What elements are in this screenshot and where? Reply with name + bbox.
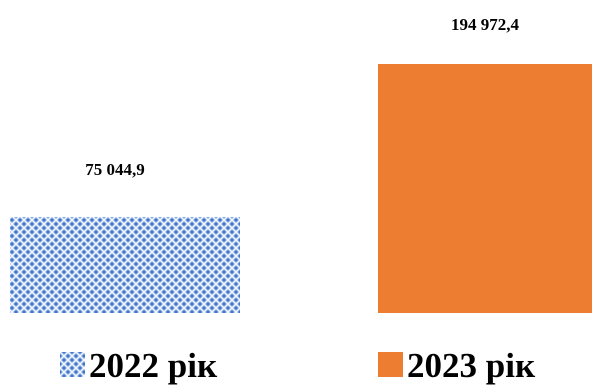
legend-label-2022: 2022 рік (89, 346, 218, 385)
legend-swatch-2022 (60, 352, 85, 377)
bars-layer (10, 64, 592, 313)
legend-label-2023: 2023 рік (407, 346, 536, 385)
data-label-2022: 75 044,9 (85, 160, 145, 179)
data-labels-layer: 75 044,9 194 972,4 (85, 15, 519, 179)
bar-2023 (378, 64, 592, 313)
bar-2022 (10, 217, 240, 313)
legend-swatch-2023 (378, 352, 403, 377)
data-label-2023: 194 972,4 (451, 15, 520, 34)
legend: 2022 рік 2023 рік (60, 346, 536, 385)
